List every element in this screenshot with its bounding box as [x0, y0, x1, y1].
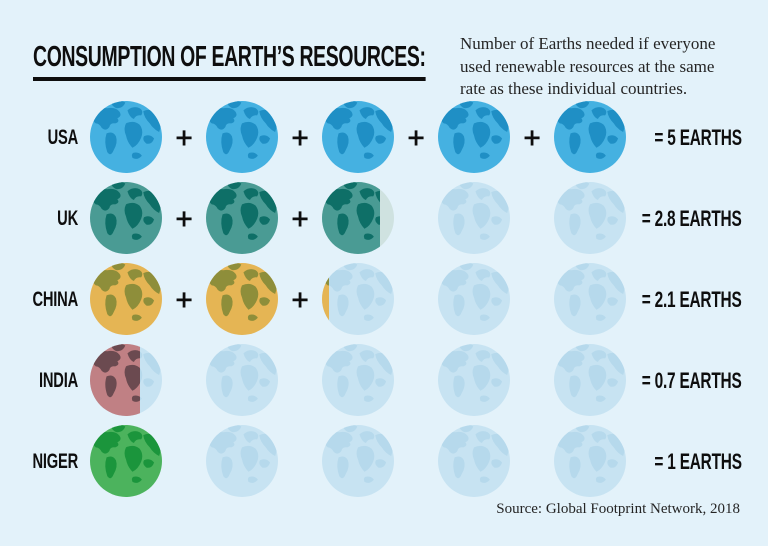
subtitle-text: Number of Earths needed if everyone used… — [460, 34, 716, 99]
earth-globe-icon — [322, 263, 394, 335]
country-label: CHINA — [32, 287, 79, 311]
chart-row-usa: USA + + + + = 5 EARTHS — [0, 97, 768, 178]
earth-globe-icon — [90, 263, 162, 335]
plus-symbol: + — [289, 203, 311, 232]
partial-fill-clip — [322, 182, 380, 254]
earth-icon-empty — [438, 182, 510, 254]
earth-icon-empty — [554, 425, 626, 497]
plus-symbol: + — [405, 122, 427, 151]
earth-globe-icon — [438, 263, 510, 335]
chart-rows: USA + + + + = 5 EARTHS UK + + = 2.8 EARTHS CHINA + +… — [0, 97, 768, 502]
earth-icon-partial — [90, 344, 162, 416]
earth-icon-empty — [554, 263, 626, 335]
plus-symbol: + — [289, 122, 311, 151]
chart-row-niger: NIGER = 1 EARTHS — [0, 421, 768, 502]
partial-fill-clip — [90, 344, 141, 416]
earth-icon-full — [554, 101, 626, 173]
earth-icon-full — [438, 101, 510, 173]
country-label: INDIA — [39, 368, 78, 392]
earth-globe-icon — [438, 101, 510, 173]
earths-value-label: = 5 EARTHS — [654, 124, 743, 150]
earth-icon-empty — [554, 344, 626, 416]
earth-globe-icon — [90, 425, 162, 497]
earth-globe-icon — [438, 182, 510, 254]
earths-value-label: = 2.1 EARTHS — [642, 286, 742, 312]
earth-globe-icon — [554, 425, 626, 497]
earth-icon-partial — [322, 263, 394, 335]
source-credit: Source: Global Footprint Network, 2018 — [496, 501, 740, 517]
country-label: NIGER — [32, 449, 78, 473]
earth-globe-icon — [322, 269, 330, 321]
plus-symbol: + — [173, 122, 195, 151]
earth-globe-icon — [206, 182, 278, 254]
earth-globe-icon — [90, 182, 162, 254]
earth-icon-empty — [322, 344, 394, 416]
chart-row-uk: UK + + = 2.8 EARTHS — [0, 178, 768, 259]
earth-globe-icon — [322, 101, 394, 173]
earth-globe-icon — [206, 101, 278, 173]
earths-value-label: = 1 EARTHS — [654, 448, 743, 474]
earth-icon-partial — [322, 182, 394, 254]
earth-icon-empty — [206, 425, 278, 497]
earths-value-label: = 0.7 EARTHS — [642, 367, 742, 393]
plus-symbol: + — [173, 203, 195, 232]
earth-icon-full — [206, 182, 278, 254]
earth-globe-icon — [90, 344, 141, 416]
earths-value-label: = 2.8 EARTHS — [642, 205, 742, 231]
earth-icon-empty — [206, 344, 278, 416]
earth-icon-full — [90, 263, 162, 335]
earth-globe-icon — [554, 344, 626, 416]
country-label: UK — [57, 206, 78, 230]
earth-icon-empty — [438, 425, 510, 497]
earth-globe-icon — [554, 263, 626, 335]
page-title: CONSUMPTION OF EARTH’S RESOURCES: — [33, 41, 426, 82]
earth-icon-empty — [554, 182, 626, 254]
partial-fill-clip — [322, 263, 330, 335]
earth-globe-icon — [206, 344, 278, 416]
earth-globe-icon — [322, 344, 394, 416]
plus-symbol: + — [521, 122, 543, 151]
earth-globe-icon — [438, 344, 510, 416]
country-label: USA — [47, 125, 79, 149]
chart-row-china: CHINA + + = 2.1 EARTHS — [0, 259, 768, 340]
earth-globe-icon — [554, 182, 626, 254]
earth-icon-empty — [322, 425, 394, 497]
earth-icon-empty — [438, 263, 510, 335]
earth-globe-icon — [206, 263, 278, 335]
plus-symbol: + — [173, 284, 195, 313]
earth-icon-full — [90, 425, 162, 497]
earth-icon-full — [90, 101, 162, 173]
earth-icon-full — [322, 101, 394, 173]
earth-globe-icon — [206, 425, 278, 497]
plus-symbol: + — [289, 284, 311, 313]
earth-globe-icon — [554, 101, 626, 173]
earth-globe-icon — [322, 425, 394, 497]
earth-globe-icon — [438, 425, 510, 497]
earth-icon-full — [90, 182, 162, 254]
chart-row-india: INDIA = 0.7 EARTHS — [0, 340, 768, 421]
earth-icon-full — [206, 263, 278, 335]
earth-globe-icon — [90, 101, 162, 173]
earth-globe-icon — [322, 182, 380, 254]
earth-icon-empty — [438, 344, 510, 416]
earth-icon-full — [206, 101, 278, 173]
